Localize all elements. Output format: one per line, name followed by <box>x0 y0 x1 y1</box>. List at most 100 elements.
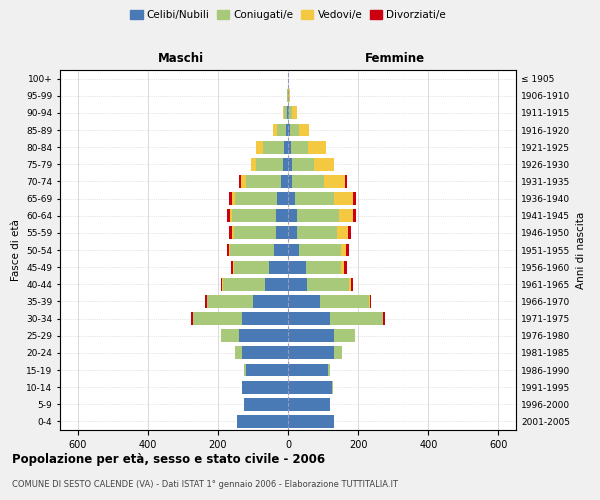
Bar <box>244 398 288 410</box>
Bar <box>276 226 288 239</box>
Bar <box>288 415 334 428</box>
Bar <box>287 106 288 120</box>
Bar <box>330 312 383 325</box>
Bar <box>349 278 351 290</box>
Bar <box>284 106 287 120</box>
Text: Maschi: Maschi <box>158 52 204 65</box>
Bar <box>246 175 281 188</box>
Bar <box>345 175 347 188</box>
Bar <box>292 175 324 188</box>
Bar <box>324 175 345 188</box>
Bar <box>283 106 284 120</box>
Bar <box>233 226 276 239</box>
Bar <box>370 295 371 308</box>
Bar <box>320 295 368 308</box>
Bar <box>230 210 232 222</box>
Text: COMUNE DI SESTO CALENDE (VA) - Dati ISTAT 1° gennaio 2006 - Elaborazione TUTTITA: COMUNE DI SESTO CALENDE (VA) - Dati ISTA… <box>12 480 398 489</box>
Bar <box>288 295 320 308</box>
Bar <box>283 158 288 170</box>
Bar <box>274 244 288 256</box>
Bar <box>242 380 288 394</box>
Bar <box>235 346 242 360</box>
Bar <box>288 312 330 325</box>
Bar <box>288 106 289 120</box>
Bar <box>334 330 355 342</box>
Bar <box>290 124 299 136</box>
Bar <box>223 278 265 290</box>
Bar <box>292 158 314 170</box>
Bar <box>353 192 356 205</box>
Bar <box>239 175 241 188</box>
Bar <box>232 226 233 239</box>
Bar <box>289 90 290 102</box>
Bar <box>232 192 235 205</box>
Bar <box>231 260 233 274</box>
Bar <box>256 158 283 170</box>
Bar <box>297 210 339 222</box>
Bar <box>281 175 288 188</box>
Bar <box>227 210 230 222</box>
Bar <box>328 364 330 376</box>
Bar <box>288 260 305 274</box>
Bar <box>239 330 288 342</box>
Bar <box>263 140 284 153</box>
Bar <box>346 244 349 256</box>
Bar <box>253 295 288 308</box>
Bar <box>383 312 385 325</box>
Bar <box>229 226 232 239</box>
Bar <box>295 192 334 205</box>
Bar <box>288 278 307 290</box>
Bar <box>276 210 288 222</box>
Bar <box>288 124 290 136</box>
Bar <box>288 175 292 188</box>
Bar <box>208 295 253 308</box>
Bar <box>341 260 344 274</box>
Bar <box>229 192 232 205</box>
Bar <box>273 124 277 136</box>
Bar <box>237 415 288 428</box>
Bar <box>277 124 286 136</box>
Bar <box>334 192 353 205</box>
Bar <box>292 106 298 120</box>
Bar <box>191 312 193 325</box>
Bar <box>288 140 291 153</box>
Bar <box>221 330 239 342</box>
Bar <box>341 244 346 256</box>
Bar <box>205 295 206 308</box>
Bar <box>288 192 295 205</box>
Bar <box>235 192 277 205</box>
Bar <box>288 398 330 410</box>
Bar <box>308 140 326 153</box>
Bar <box>339 210 353 222</box>
Bar <box>233 260 269 274</box>
Y-axis label: Anni di nascita: Anni di nascita <box>575 212 586 288</box>
Bar <box>286 124 288 136</box>
Bar <box>297 226 337 239</box>
Bar <box>244 364 246 376</box>
Bar <box>242 312 288 325</box>
Bar <box>307 278 349 290</box>
Bar <box>288 158 292 170</box>
Bar <box>269 260 288 274</box>
Bar <box>241 175 246 188</box>
Bar <box>232 210 276 222</box>
Bar <box>347 226 351 239</box>
Bar <box>368 295 370 308</box>
Bar <box>277 192 288 205</box>
Bar <box>284 140 288 153</box>
Legend: Celibi/Nubili, Coniugati/e, Vedovi/e, Divorziati/e: Celibi/Nubili, Coniugati/e, Vedovi/e, Di… <box>128 8 448 22</box>
Bar <box>265 278 288 290</box>
Bar <box>288 210 297 222</box>
Bar <box>288 330 334 342</box>
Bar <box>227 244 229 256</box>
Bar <box>291 140 308 153</box>
Bar <box>337 226 347 239</box>
Bar <box>351 278 353 290</box>
Bar <box>314 158 334 170</box>
Bar <box>305 260 341 274</box>
Y-axis label: Fasce di età: Fasce di età <box>11 219 20 281</box>
Bar <box>289 106 292 120</box>
Bar <box>353 210 356 222</box>
Bar <box>193 312 242 325</box>
Bar <box>344 260 347 274</box>
